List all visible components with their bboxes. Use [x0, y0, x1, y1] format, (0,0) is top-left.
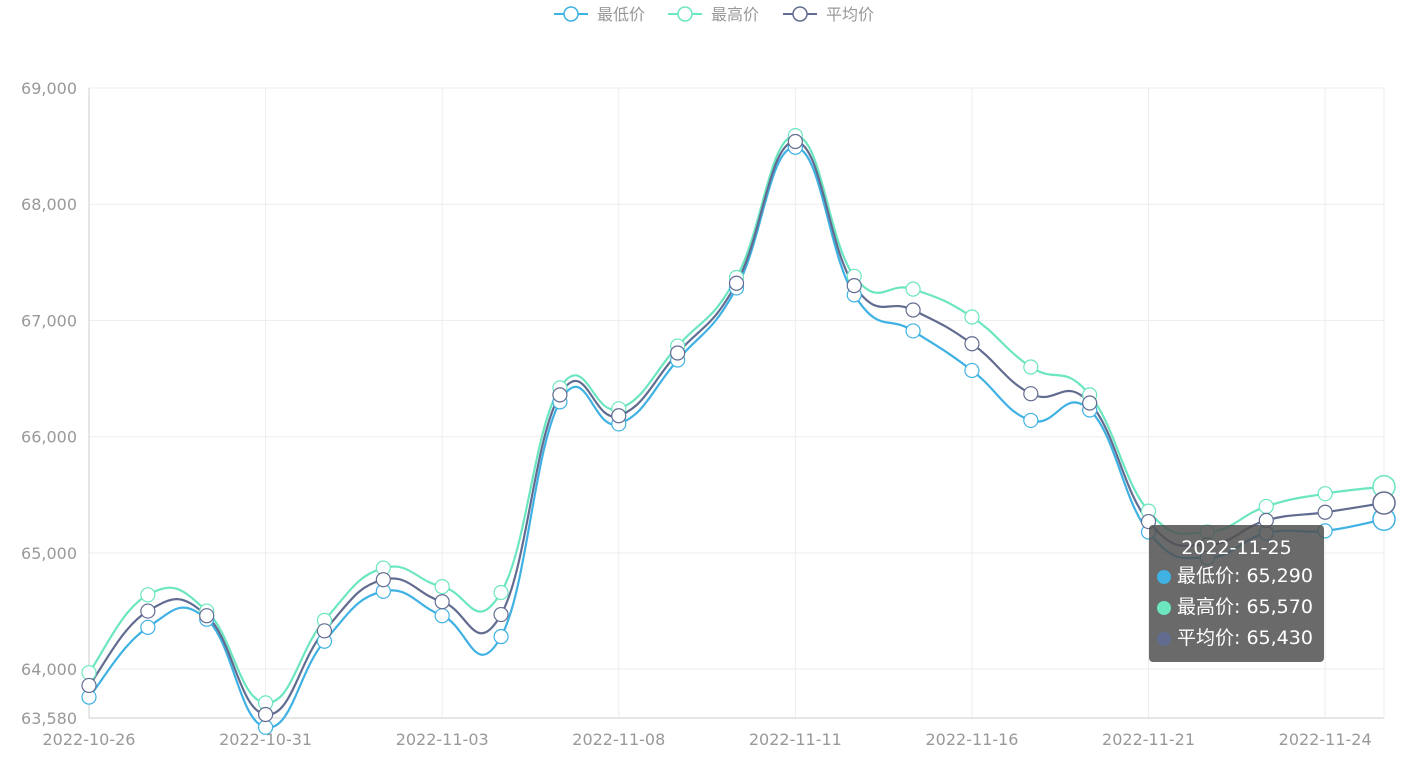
x-tick-label: 2022-10-31 [219, 730, 312, 749]
legend-label: 最高价 [711, 5, 759, 24]
series-2-point[interactable] [1023, 386, 1039, 402]
series-2-point[interactable] [199, 608, 215, 624]
series-2-point[interactable] [964, 336, 980, 352]
legend-item-2[interactable]: 平均价 [783, 5, 874, 24]
y-tick-label: 66,000 [21, 428, 77, 447]
chart-tooltip: 2022-11-25 最低价: 65,290 最高价: 65,570 平均价: … [1149, 525, 1324, 662]
tooltip-row-high: 最高价: 65,570 [1157, 592, 1324, 623]
legend-circle-icon [792, 6, 808, 22]
series-1-point[interactable] [493, 584, 509, 601]
y-tick-label: 64,000 [21, 660, 77, 679]
series-2-point[interactable] [728, 275, 745, 291]
tooltip-date: 2022-11-25 [1181, 537, 1292, 559]
series-2-point[interactable] [611, 408, 627, 424]
tooltip-label-low: 最低价: 65,290 [1177, 565, 1313, 587]
tooltip-row-low: 最低价: 65,290 [1157, 561, 1324, 592]
series-1-point[interactable] [905, 281, 921, 297]
x-tick-label: 2022-11-03 [396, 730, 489, 749]
series-0-point[interactable] [964, 362, 980, 379]
tooltip-marker-high [1157, 600, 1171, 615]
tooltip-marker-low [1157, 569, 1171, 584]
chart-grid [89, 87, 1385, 718]
series-1-point[interactable] [140, 587, 156, 603]
tooltip-row-avg: 平均价: 65,430 [1157, 623, 1324, 654]
series-1-point[interactable] [434, 579, 450, 595]
y-tick-label: 65,000 [21, 544, 77, 563]
tooltip-label-high: 最高价: 65,570 [1177, 596, 1313, 618]
series-2-point[interactable] [375, 572, 391, 588]
series-0-point[interactable] [905, 323, 921, 339]
series-2-point[interactable] [552, 387, 568, 403]
chart-axes: 63,580 64,000 65,000 66,000 67,000 68,000 69,0… [21, 79, 1384, 749]
series-2-point[interactable] [81, 677, 97, 694]
x-tick-label: 2022-10-26 [43, 730, 136, 749]
x-tick-label: 2022-11-16 [925, 730, 1018, 749]
legend-circle-icon [677, 6, 693, 22]
series-0-point[interactable] [140, 619, 156, 635]
series-2-point[interactable] [1372, 491, 1396, 515]
series-2-point[interactable] [316, 623, 333, 639]
series-1-point[interactable] [964, 309, 980, 325]
series-0-point[interactable] [1023, 412, 1039, 429]
series-2-point[interactable] [434, 594, 450, 610]
x-tick-label: 2022-11-08 [572, 730, 665, 749]
y-tick-label: 68,000 [21, 195, 77, 214]
series-line-1 [88, 134, 1385, 704]
chart-legend: 最低价 最高价 平均价 [554, 5, 874, 24]
series-0-point[interactable] [493, 629, 509, 645]
x-tick-label: 2022-11-24 [1279, 730, 1372, 749]
series-0-point[interactable] [434, 608, 450, 624]
y-tick-label: 67,000 [21, 311, 77, 330]
series-2-point[interactable] [1317, 504, 1333, 520]
legend-label: 平均价 [826, 5, 874, 24]
series-1-point[interactable] [1023, 359, 1039, 375]
series-2-point[interactable] [670, 345, 686, 361]
legend-item-1[interactable]: 最高价 [668, 5, 759, 24]
y-tick-label: 63,580 [21, 709, 77, 728]
series-2-point[interactable] [140, 603, 156, 619]
series-2-point[interactable] [905, 302, 921, 318]
series-line-0 [88, 146, 1385, 729]
series-2-point[interactable] [493, 606, 509, 623]
series-2-point[interactable] [1082, 395, 1098, 411]
legend-label: 最低价 [597, 5, 645, 24]
series-0-point[interactable] [257, 719, 274, 735]
series-2-point[interactable] [257, 706, 274, 723]
series-1-point[interactable] [81, 665, 97, 681]
y-tick-label: 69,000 [21, 79, 77, 98]
tooltip-label-avg: 平均价: 65,430 [1177, 627, 1313, 649]
series-1-point[interactable] [1258, 498, 1274, 515]
x-tick-label: 2022-11-21 [1102, 730, 1195, 749]
legend-circle-icon [563, 6, 579, 22]
legend-item-0[interactable]: 最低价 [554, 5, 645, 24]
series-2-point[interactable] [846, 278, 862, 294]
series-1-point[interactable] [1317, 486, 1333, 502]
x-tick-label: 2022-11-11 [749, 730, 842, 749]
tooltip-marker-avg [1157, 631, 1171, 646]
series-line-2 [88, 140, 1385, 716]
series-2-point[interactable] [787, 133, 803, 150]
